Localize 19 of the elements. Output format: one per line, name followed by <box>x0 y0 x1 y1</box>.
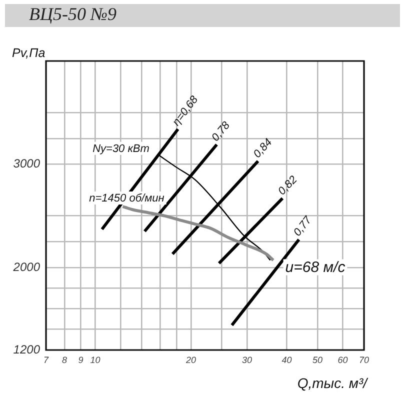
x-tick-label: 7 <box>43 354 50 365</box>
x-tick-label: 70 <box>358 354 370 365</box>
y-tick-label: 2000 <box>12 260 40 274</box>
series-label: n=1450 об/мин <box>89 192 164 205</box>
x-tick-label: 40 <box>282 354 292 365</box>
y-tick-label: 3000 <box>13 156 40 171</box>
x-tick-label: 10 <box>90 354 100 365</box>
x-tick-label: 9 <box>78 354 84 365</box>
x-tick-label: 50 <box>312 354 323 365</box>
x-tick-label: 8 <box>62 354 67 365</box>
x-tick-label: 60 <box>338 354 348 365</box>
annotation: u=68 м/с <box>285 259 346 276</box>
chart-title: ВЦ5-50 №9 <box>29 4 116 24</box>
y-axis-title: Pv,Па <box>12 46 46 60</box>
x-tick-label: 20 <box>184 354 196 365</box>
series-label: Ny=30 кВт <box>92 142 150 155</box>
x-tick-label: 30 <box>242 354 252 365</box>
x-axis-title: Q,тыс. м³/ <box>297 375 370 391</box>
y-tick-label: 1200 <box>13 342 40 356</box>
